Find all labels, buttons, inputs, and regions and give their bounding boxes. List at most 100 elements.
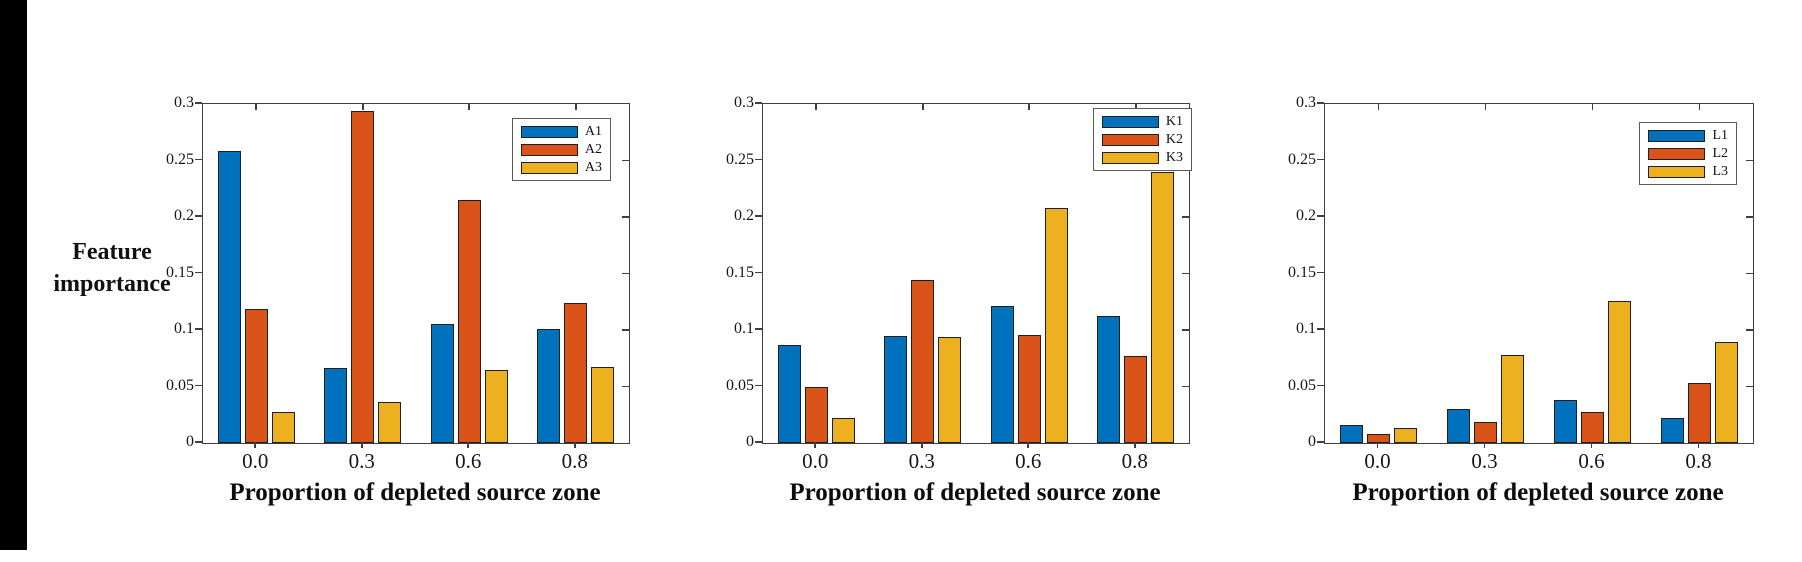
y-tick-mark-right — [1746, 216, 1753, 218]
x-tick-mark — [1376, 442, 1379, 448]
bar-a2-cat2 — [457, 200, 481, 443]
legend-swatch-l3 — [1648, 166, 1706, 178]
y-tick-label: 0.05 — [726, 376, 754, 394]
y-tick-mark — [755, 328, 762, 330]
bar-l2-cat0 — [1366, 433, 1390, 443]
bar-k2-cat2 — [1017, 334, 1041, 443]
legend: L1 L2 L3 — [1639, 122, 1737, 185]
legend-swatch-k3 — [1101, 152, 1159, 164]
bar-l3-cat3 — [1715, 342, 1738, 443]
x-tick-mark-top — [815, 104, 818, 110]
x-axis-title: Proportion of depleted source zone — [789, 479, 1161, 506]
y-tick-mark-right — [1746, 329, 1753, 331]
y-tick-label: 0.05 — [166, 376, 194, 394]
legend-row: K1 — [1101, 115, 1183, 129]
y-tick-mark-right — [1746, 159, 1753, 162]
y-tick-label: 0.15 — [166, 263, 194, 281]
y-tick-label: 0.25 — [166, 150, 194, 168]
legend-row: L2 — [1648, 147, 1728, 161]
bar-l3-cat2 — [1608, 300, 1631, 443]
y-tick-mark — [195, 328, 202, 330]
x-tick-label: 0.8 — [561, 449, 588, 473]
x-tick-mark — [360, 442, 363, 448]
bar-l1-cat1 — [1446, 409, 1470, 443]
chart-panel-l: 0 0.05 0.1 0.15 0.2 0.25 0.3 0.0 0.3 0.6 0.8 Propor… — [1288, 95, 1754, 562]
y-tick-mark — [195, 384, 202, 387]
y-tick-mark-right — [1182, 385, 1189, 388]
y-tick-mark-right — [1746, 385, 1753, 388]
bar-a3-cat3 — [591, 367, 615, 443]
bar-a3-cat2 — [484, 369, 508, 443]
bar-k2-cat3 — [1124, 355, 1148, 443]
y-tick-mark — [755, 384, 762, 387]
y-tick-label: 0.15 — [726, 263, 754, 281]
y-tick-mark-right — [622, 329, 629, 331]
y-tick-mark-right — [622, 159, 629, 162]
x-tick-mark — [1483, 442, 1486, 448]
bar-l1-cat0 — [1339, 424, 1363, 443]
legend-label: K2 — [1165, 132, 1183, 147]
x-tick-mark — [254, 442, 257, 448]
x-tick-label: 0.3 — [908, 449, 935, 473]
x-tick-mark-top — [574, 104, 577, 110]
y-tick-mark — [195, 271, 202, 274]
left-black-strip — [0, 0, 27, 550]
y-tick-label: 0.1 — [1296, 320, 1316, 337]
bar-k2-cat0 — [804, 386, 828, 443]
bar-k3-cat1 — [938, 336, 962, 443]
bar-k2-cat1 — [911, 280, 935, 443]
y-tick-mark-right — [1182, 329, 1189, 331]
y-tick-mark-right — [622, 385, 629, 388]
bar-a3-cat1 — [378, 402, 402, 443]
y-tick-mark — [1317, 102, 1324, 104]
x-tick-mark-top — [1134, 104, 1137, 110]
y-tick-mark — [1317, 441, 1324, 443]
x-axis-title: Proportion of depleted source zone — [1352, 479, 1724, 506]
legend-label: A3 — [584, 160, 602, 175]
y-tick-label: 0.25 — [726, 150, 754, 168]
legend-label: L3 — [1712, 164, 1728, 179]
legend-swatch-a2 — [520, 144, 578, 156]
y-tick-label: 0 — [1308, 433, 1316, 450]
legend-swatch-a3 — [520, 162, 578, 174]
bar-l1-cat3 — [1660, 418, 1684, 443]
y-tick-mark — [1317, 215, 1324, 217]
y-axis-label: Feature importance — [28, 237, 196, 300]
y-tick-mark — [755, 441, 762, 443]
y-tick-mark — [195, 158, 202, 161]
y-tick-mark-right — [1746, 272, 1753, 275]
y-tick-mark — [1317, 384, 1324, 387]
y-tick-label: 0 — [186, 433, 194, 450]
plot-area — [202, 103, 630, 444]
y-tick-mark — [195, 215, 202, 217]
x-tick-mark — [814, 442, 817, 448]
x-tick-label: 0.0 — [802, 449, 829, 473]
x-tick-label: 0.3 — [348, 449, 375, 473]
x-tick-mark — [920, 442, 923, 448]
y-tick-mark — [1317, 271, 1324, 274]
x-tick-label: 0.8 — [1121, 449, 1148, 473]
y-tick-label: 0.3 — [734, 94, 754, 111]
bar-a2-cat0 — [244, 308, 268, 443]
y-tick-label: 0.2 — [174, 207, 194, 224]
bar-a2-cat3 — [564, 302, 588, 443]
x-tick-mark-top — [1377, 104, 1380, 110]
y-tick-label: 0.3 — [1296, 94, 1316, 111]
y-tick-label: 0.1 — [174, 320, 194, 337]
bar-l2-cat2 — [1580, 412, 1604, 443]
x-tick-mark — [1697, 442, 1700, 448]
legend-row: L3 — [1648, 165, 1728, 179]
bar-k1-cat0 — [777, 344, 801, 443]
bar-l3-cat0 — [1394, 428, 1417, 443]
y-tick-mark-right — [1182, 272, 1189, 275]
x-tick-label: 0.6 — [1578, 449, 1605, 473]
legend-swatch-k2 — [1101, 134, 1159, 146]
y-tick-label: 0 — [746, 433, 754, 450]
y-tick-mark — [755, 215, 762, 217]
legend-swatch-k1 — [1101, 116, 1159, 128]
x-tick-mark — [1027, 442, 1030, 448]
x-tick-mark-top — [1591, 104, 1594, 110]
bar-l2-cat1 — [1473, 421, 1497, 443]
chart-panel-a: 0 0.05 0.1 0.15 0.2 0.25 0.3 0.0 0.3 0.6 0.8 Propor… — [166, 95, 630, 562]
legend: K1 K2 K3 — [1092, 108, 1192, 171]
